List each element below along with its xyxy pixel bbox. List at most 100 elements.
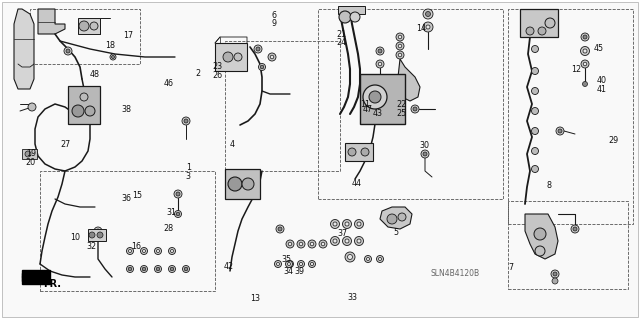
Circle shape	[285, 261, 292, 268]
Text: 16: 16	[131, 242, 141, 251]
Circle shape	[128, 267, 132, 271]
Text: 19: 19	[26, 149, 36, 158]
Text: 9: 9	[271, 19, 276, 28]
Text: 14: 14	[416, 24, 426, 33]
Circle shape	[308, 261, 316, 268]
Circle shape	[254, 45, 262, 53]
Circle shape	[423, 22, 433, 32]
Circle shape	[90, 22, 98, 30]
Circle shape	[413, 107, 417, 111]
Bar	[68, 86, 100, 124]
Circle shape	[357, 239, 361, 243]
Circle shape	[176, 192, 180, 196]
Circle shape	[580, 47, 589, 56]
Polygon shape	[398, 59, 420, 101]
Text: 28: 28	[163, 224, 173, 233]
Circle shape	[143, 249, 145, 253]
Circle shape	[182, 265, 189, 272]
Bar	[22, 149, 37, 159]
Bar	[225, 41, 340, 171]
Circle shape	[534, 228, 546, 240]
Circle shape	[526, 27, 534, 35]
Circle shape	[154, 248, 161, 255]
Circle shape	[300, 263, 303, 266]
Circle shape	[581, 60, 589, 68]
Text: 26: 26	[212, 71, 223, 80]
Circle shape	[350, 12, 360, 22]
Circle shape	[175, 211, 182, 218]
Text: 47: 47	[363, 105, 373, 114]
Circle shape	[396, 51, 404, 59]
Circle shape	[361, 148, 369, 156]
Circle shape	[170, 249, 173, 253]
Circle shape	[89, 232, 95, 238]
Bar	[215, 43, 247, 71]
Circle shape	[72, 105, 84, 117]
Text: 31: 31	[166, 208, 177, 217]
Circle shape	[531, 87, 538, 94]
Text: 29: 29	[608, 137, 618, 145]
Circle shape	[242, 178, 254, 190]
Polygon shape	[14, 9, 34, 89]
Circle shape	[378, 49, 382, 53]
Circle shape	[289, 263, 292, 266]
Text: 30: 30	[419, 141, 429, 150]
Circle shape	[310, 263, 314, 266]
Circle shape	[333, 239, 337, 243]
Circle shape	[376, 256, 383, 263]
Circle shape	[411, 105, 419, 113]
Text: 2: 2	[196, 69, 201, 78]
Circle shape	[357, 222, 361, 226]
Circle shape	[531, 147, 538, 154]
Text: 42: 42	[224, 262, 234, 271]
Text: 22: 22	[397, 100, 407, 109]
Circle shape	[321, 242, 325, 246]
Circle shape	[531, 108, 538, 115]
Circle shape	[184, 119, 188, 123]
Circle shape	[310, 242, 314, 246]
Text: 7: 7	[508, 263, 513, 272]
Circle shape	[545, 18, 555, 28]
Circle shape	[376, 47, 384, 55]
Text: 25: 25	[397, 109, 407, 118]
Circle shape	[377, 88, 383, 94]
Circle shape	[333, 222, 337, 226]
Circle shape	[365, 256, 371, 263]
Text: SLN4B4120B: SLN4B4120B	[431, 270, 479, 278]
Bar	[225, 169, 260, 199]
Circle shape	[268, 53, 276, 61]
Text: 38: 38	[122, 105, 132, 114]
Text: 11: 11	[360, 100, 370, 109]
Circle shape	[182, 117, 190, 125]
Circle shape	[154, 265, 161, 272]
Circle shape	[376, 60, 384, 68]
Circle shape	[259, 63, 266, 70]
Text: FR.: FR.	[43, 279, 61, 289]
Text: 17: 17	[123, 31, 133, 40]
Circle shape	[339, 11, 351, 23]
Circle shape	[348, 148, 356, 156]
Bar	[30, 9, 140, 64]
Circle shape	[552, 278, 558, 284]
Text: 43: 43	[372, 109, 383, 118]
Text: 1: 1	[186, 163, 191, 172]
Circle shape	[156, 267, 160, 271]
Circle shape	[355, 219, 364, 228]
Circle shape	[28, 103, 36, 111]
Circle shape	[378, 62, 382, 66]
Circle shape	[398, 35, 402, 39]
Text: 37: 37	[337, 229, 348, 238]
Circle shape	[558, 129, 562, 133]
Circle shape	[573, 227, 577, 231]
Text: 40: 40	[596, 76, 607, 85]
Circle shape	[300, 242, 303, 246]
Circle shape	[287, 261, 294, 268]
Circle shape	[538, 27, 546, 35]
Circle shape	[79, 21, 89, 31]
Circle shape	[157, 249, 159, 253]
Circle shape	[85, 106, 95, 116]
Circle shape	[531, 166, 538, 173]
Circle shape	[583, 49, 587, 53]
Circle shape	[330, 236, 339, 246]
Circle shape	[184, 267, 188, 271]
